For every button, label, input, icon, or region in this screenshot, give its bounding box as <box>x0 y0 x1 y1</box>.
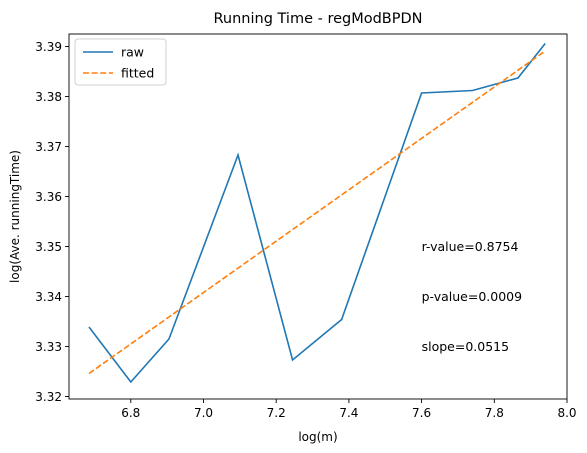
y-axis-label: log(Ave. runningTime) <box>8 150 22 283</box>
y-tick-label: 3.35 <box>35 240 62 254</box>
legend-label-fitted: fitted <box>121 66 154 81</box>
y-tick-label: 3.38 <box>35 90 62 104</box>
y-tick-label: 3.34 <box>35 290 62 304</box>
series-line-raw <box>88 43 546 384</box>
y-tick-label: 3.36 <box>35 190 62 204</box>
plot-frame <box>68 33 568 400</box>
y-tick-label: 3.37 <box>35 140 62 154</box>
x-tick-label: 7.8 <box>485 406 504 420</box>
y-tick-label: 3.39 <box>35 40 62 54</box>
series-line-fitted <box>88 50 546 375</box>
x-tick-label: 7.6 <box>412 406 431 420</box>
x-axis-label: log(m) <box>298 430 337 444</box>
y-tick-label: 3.33 <box>35 340 62 354</box>
plot-area: 6.8 7.0 7.2 7.4 7.6 7.8 8.0 3.32 3.33 3.34 3.35 3.3… <box>35 33 577 420</box>
annotation-text: r-value=0.8754 <box>422 239 519 254</box>
x-tick-label: 7.4 <box>339 406 358 420</box>
x-tick-label: 7.2 <box>267 406 286 420</box>
y-tick-label: 3.32 <box>35 390 62 404</box>
annotation-text: p-value=0.0009 <box>422 289 523 304</box>
annotation-text: slope=0.0515 <box>422 339 509 354</box>
legend-label-raw: raw <box>121 45 144 60</box>
legend-box <box>74 38 167 86</box>
chart-title: Running Time - regModBPDN <box>213 11 422 27</box>
x-tick-label: 6.8 <box>121 406 140 420</box>
x-tick-label: 8.0 <box>557 406 576 420</box>
x-tick-label: 7.0 <box>194 406 213 420</box>
legend: raw fitted <box>74 38 167 86</box>
